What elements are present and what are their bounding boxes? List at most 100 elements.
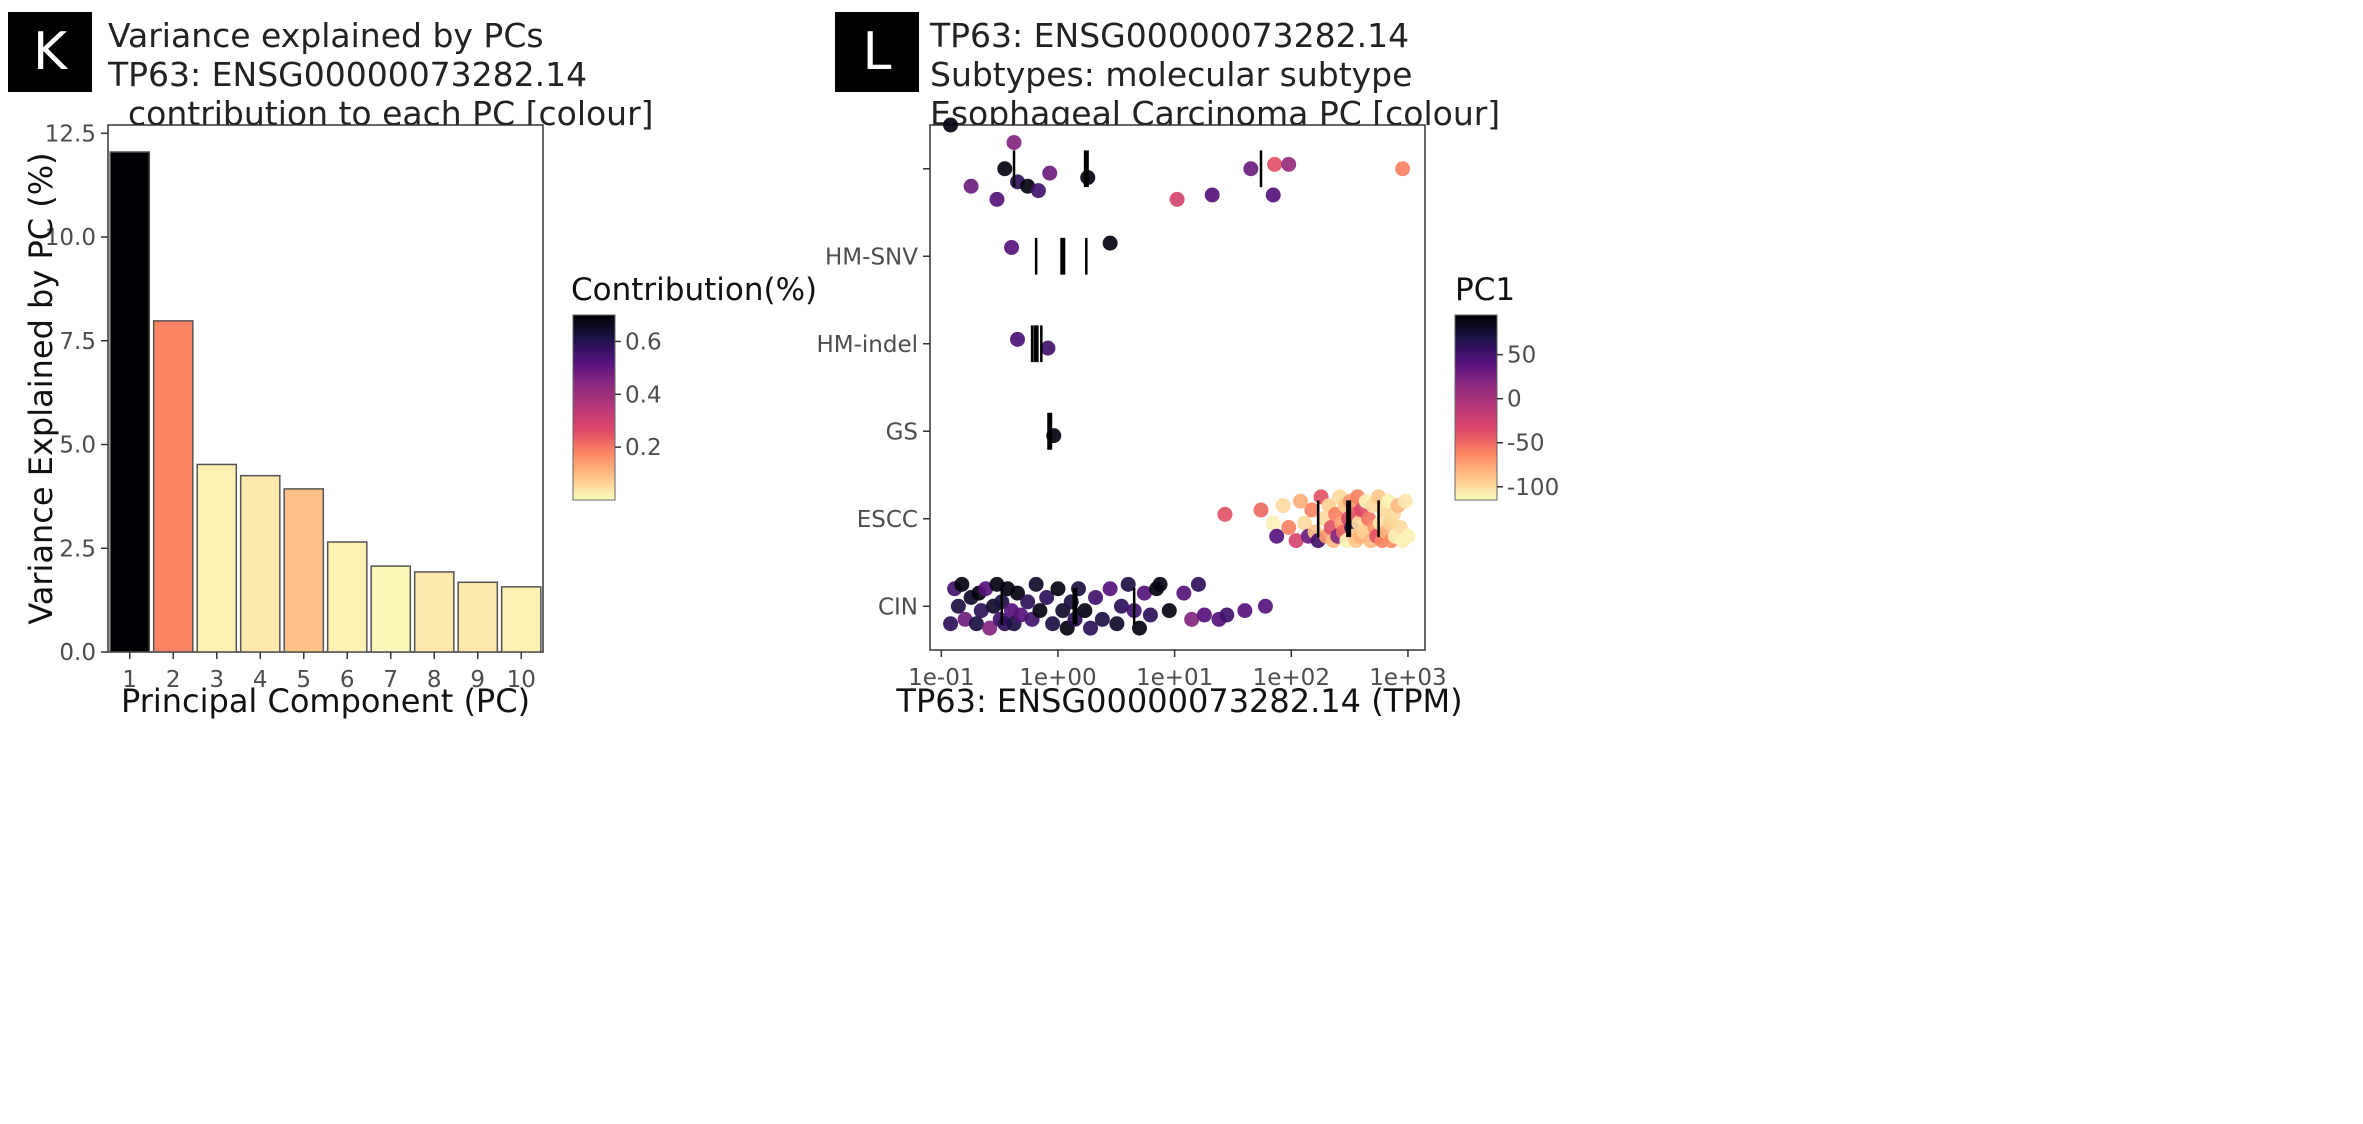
panel-l-x-axis-title: TP63: ENSG00000073282.14 (TPM) xyxy=(895,682,1462,720)
panel-l-point xyxy=(1281,156,1297,172)
panel-l-point xyxy=(1042,165,1058,181)
panel-k-colorbar xyxy=(572,314,616,501)
panel-l-point xyxy=(1269,528,1285,544)
panel-l-point xyxy=(1077,603,1093,619)
panel-l-x-tick-label: 1e+00 xyxy=(1019,665,1096,691)
panel-l-point xyxy=(1257,598,1273,614)
panel-k-x-tick-label: 7 xyxy=(383,667,398,693)
panel-l-point xyxy=(1275,498,1291,514)
panel-l-colorbar xyxy=(1454,314,1498,501)
panel-l-point xyxy=(1293,493,1309,509)
panel-k-title-line-1: Variance explained by PCs xyxy=(108,16,544,55)
panel-k-title-line-2: TP63: ENSG00000073282.14 xyxy=(108,55,588,94)
panel-l-point xyxy=(1161,603,1177,619)
panel-l-point xyxy=(1132,620,1148,636)
panel-k-bar xyxy=(283,488,325,653)
panel-l-point xyxy=(1045,616,1061,632)
panel-l-point xyxy=(1190,576,1206,592)
panel-l-point xyxy=(1288,533,1304,549)
panel-l-point xyxy=(1297,515,1313,531)
panel-l-point xyxy=(963,178,979,194)
panel-l-point xyxy=(1013,607,1029,623)
panel-l-point xyxy=(1010,331,1026,347)
panel-l-point xyxy=(943,117,959,133)
panel-k-y-tick-label: 5.0 xyxy=(59,433,96,459)
panel-k-x-tick-label: 1 xyxy=(122,667,137,693)
panel-l-point xyxy=(1169,191,1185,207)
panel-k-bar xyxy=(413,571,455,653)
panel-l-y-tick-label: GS xyxy=(886,419,918,445)
panel-l-point xyxy=(1184,611,1200,627)
panel-k-bar xyxy=(500,586,542,653)
panel-l-point xyxy=(1267,156,1283,172)
panel-l-point xyxy=(1243,161,1259,177)
panel-l-point xyxy=(1039,590,1055,605)
panel-l-point xyxy=(1028,576,1044,592)
panel-k-y-tick-label: 2.5 xyxy=(59,536,96,562)
panel-l-point xyxy=(1109,616,1125,632)
panel-l-x-tick-label: 1e+01 xyxy=(1136,665,1213,691)
panel-l-y-tick-label: ESCC xyxy=(857,507,918,533)
panel-l-point xyxy=(1253,502,1269,518)
panel-l-point xyxy=(1040,340,1056,356)
panel-l-y-tick-label: HM-SNV xyxy=(825,244,918,270)
panel-l-point xyxy=(1217,506,1233,522)
panel-l-point xyxy=(943,616,959,632)
panel-l-point xyxy=(954,576,970,592)
panel-k-x-tick-label: 10 xyxy=(507,667,536,693)
panel-l-point xyxy=(978,581,994,597)
panel-l-legend-tick-label: 50 xyxy=(1507,343,1536,369)
panel-l-point xyxy=(1400,528,1416,544)
panel-l-point xyxy=(1237,603,1253,619)
panel-l-point xyxy=(1281,520,1297,535)
panel-l-point xyxy=(1010,585,1026,601)
panel-l-point xyxy=(1397,493,1413,509)
panel-k-y-tick-label: 10.0 xyxy=(45,225,96,251)
panel-l-point xyxy=(1102,581,1118,597)
panel-l-point xyxy=(997,161,1013,177)
panel-l-point xyxy=(1196,607,1212,623)
panel-k-bar xyxy=(239,474,281,653)
panel-l-title-line-1: TP63: ENSG00000073282.14 xyxy=(930,16,1410,55)
panel-l-point xyxy=(1102,235,1118,251)
panel-k-legend-tick-label: 0.6 xyxy=(625,329,662,355)
panel-l-point xyxy=(1204,187,1220,203)
panel-k-bar xyxy=(109,151,151,653)
panel-k-y-axis-title: Variance Explained by PC (%) xyxy=(22,152,60,624)
panel-k-bar xyxy=(370,565,412,653)
panel-l-point xyxy=(973,603,989,619)
panel-l-point xyxy=(1030,183,1046,199)
panel-l-point xyxy=(982,620,998,636)
panel-k-y-tick-label: 12.5 xyxy=(45,121,96,147)
panel-l-legend-tick-label: -50 xyxy=(1507,431,1545,457)
panel-l-legend-tick-label: 0 xyxy=(1507,387,1522,413)
panel-l-x-tick-label: 1e+03 xyxy=(1369,665,1446,691)
panel-l-point xyxy=(1088,590,1104,605)
panel-k-y-tick-label: 0.0 xyxy=(59,640,96,666)
panel-k-legend-title: Contribution(%) xyxy=(571,272,817,308)
panel-l-x-tick-label: 1e+02 xyxy=(1253,665,1330,691)
panel-l-point xyxy=(1152,576,1168,592)
panel-l-label-box: L xyxy=(835,12,919,92)
panel-l-point xyxy=(1142,607,1158,623)
panel-l-point xyxy=(1094,611,1110,627)
panel-l-point xyxy=(1113,598,1129,614)
panel-k-x-tick-label: 6 xyxy=(340,667,355,693)
panel-l-plot-frame xyxy=(929,124,1426,651)
panel-l-point xyxy=(1050,581,1066,597)
panel-l-point xyxy=(1304,502,1320,518)
panel-k-x-tick-label: 8 xyxy=(427,667,442,693)
panel-l-point xyxy=(1136,585,1152,601)
panel-l-point xyxy=(1032,603,1048,619)
panel-k-x-tick-label: 2 xyxy=(166,667,181,693)
panel-l-point xyxy=(950,598,966,614)
panel-l-y-tick-label: CIN xyxy=(878,594,918,620)
panel-l-point xyxy=(1004,240,1020,255)
panel-k-bar xyxy=(326,541,368,653)
panel-l-point xyxy=(1265,515,1281,531)
panel-l-point xyxy=(1020,594,1036,610)
panel-l-title-line-2: Subtypes: molecular subtype xyxy=(930,55,1413,94)
panel-k-legend-tick-label: 0.2 xyxy=(625,435,662,461)
panel-l-point xyxy=(1082,620,1098,636)
